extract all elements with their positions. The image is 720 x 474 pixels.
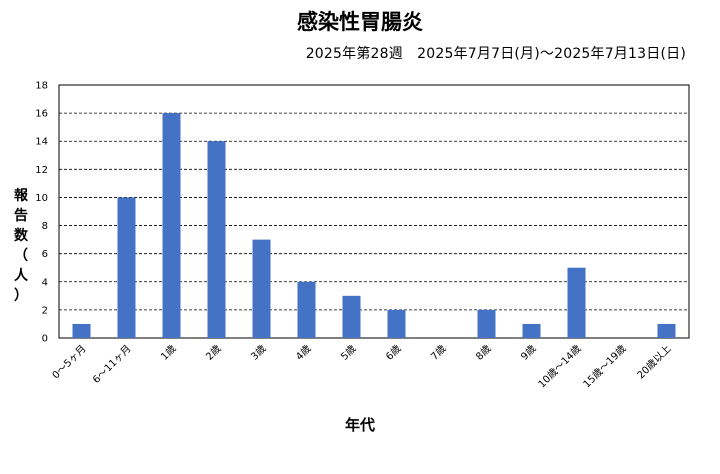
y-tick-label: 10 — [35, 193, 48, 204]
bar — [477, 309, 496, 338]
y-tick-label: 6 — [42, 249, 48, 260]
x-tick-label: 6歳 — [384, 343, 404, 363]
x-tick-label: 10歳～14歳 — [536, 343, 584, 391]
y-axis-label-char: 人 — [14, 268, 28, 284]
x-tick-label: 7歳 — [429, 343, 449, 363]
bar — [342, 295, 361, 338]
y-tick-label: 14 — [35, 137, 48, 148]
bar — [567, 267, 586, 338]
y-axis-label-char: （ — [14, 248, 28, 264]
x-tick-label: 4歳 — [294, 343, 314, 363]
bar — [657, 323, 676, 338]
y-tick-label: 2 — [42, 305, 48, 316]
chart-title: 感染性胃腸炎 — [297, 10, 423, 34]
bar — [387, 309, 406, 338]
y-axis-label: 報 告 数 （ 人 ） — [10, 186, 32, 306]
x-tick-label: 3歳 — [249, 343, 269, 363]
x-tick-label: 15歳～19歳 — [581, 343, 629, 391]
y-tick-label: 12 — [35, 165, 48, 176]
chart-subtitle: 2025年第28週 2025年7月7日(月)～2025年7月13日(日) — [305, 46, 686, 62]
bar — [72, 323, 91, 338]
bar — [252, 239, 271, 338]
x-tick-label: 20歳以上 — [635, 343, 674, 382]
x-tick-label: 2歳 — [204, 343, 224, 363]
bar — [117, 197, 136, 338]
x-tick-label: 0～5ヶ月 — [50, 343, 89, 382]
bar — [522, 323, 541, 338]
y-axis-label-char: 告 — [14, 208, 28, 224]
plot-area-frame — [58, 84, 690, 339]
x-tick-label: 8歳 — [474, 343, 494, 363]
y-axis-label-char: 数 — [14, 228, 28, 244]
x-tick-label: 1歳 — [159, 343, 179, 363]
y-tick-label: 18 — [35, 81, 48, 92]
y-tick-label: 0 — [42, 334, 48, 345]
x-tick-label: 5歳 — [339, 343, 359, 363]
y-tick-label: 8 — [42, 221, 48, 232]
x-axis-label: 年代 — [344, 416, 375, 434]
y-axis-label-char: ） — [14, 288, 28, 304]
bar — [297, 281, 316, 338]
bar — [162, 113, 181, 338]
bar — [207, 141, 226, 338]
x-tick-label: 9歳 — [519, 343, 539, 363]
y-tick-label: 16 — [35, 109, 48, 120]
y-tick-label: 4 — [42, 277, 48, 288]
y-axis-label-char: 報 — [14, 188, 28, 204]
x-tick-label: 6～11ヶ月 — [90, 343, 133, 386]
